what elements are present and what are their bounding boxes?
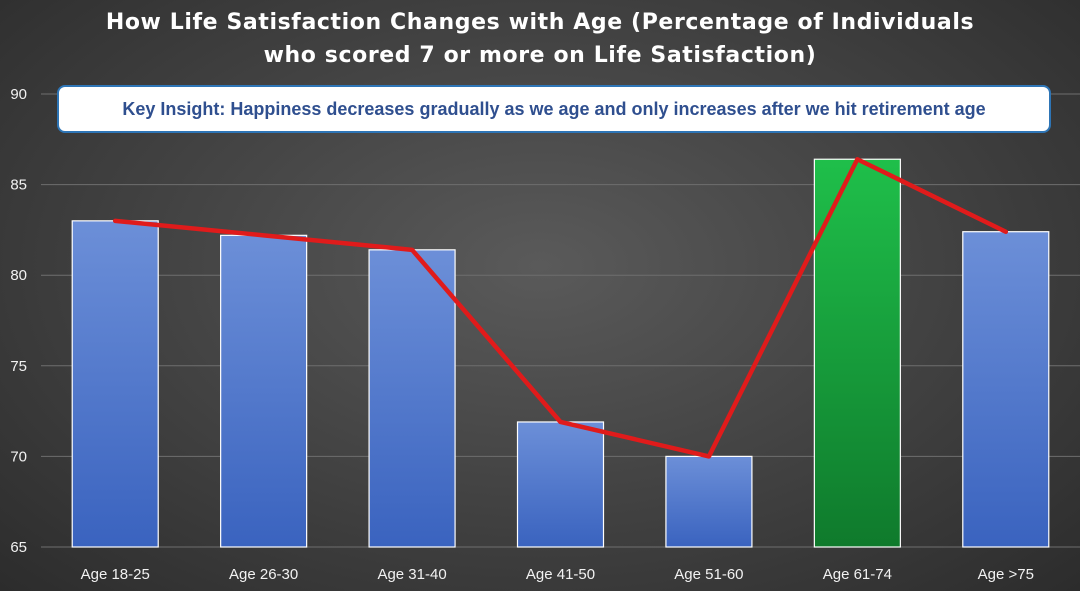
bar-2 [368, 249, 456, 548]
x-tick-label-2: Age 31-40 [377, 566, 446, 583]
y-tick-label-75: 75 [10, 358, 27, 375]
x-tick-label-0: Age 18-25 [81, 566, 150, 583]
bar-4 [665, 455, 753, 548]
key-insight-callout: Key Insight: Happiness decreases gradual… [57, 85, 1051, 133]
key-insight-text: Key Insight: Happiness decreases gradual… [122, 98, 986, 119]
bar-3 [516, 421, 605, 548]
x-tick-label-4: Age 51-60 [674, 566, 743, 583]
chart-title-line-1: How Life Satisfaction Changes with Age (… [105, 10, 975, 35]
y-tick-label-65: 65 [10, 539, 27, 556]
x-tick-label-1: Age 26-30 [229, 566, 298, 583]
x-tick-label-3: Age 41-50 [526, 566, 595, 583]
y-tick-label-90: 90 [10, 86, 27, 103]
bar-0 [71, 220, 159, 548]
y-tick-label-70: 70 [10, 448, 27, 465]
chart-title-line-2: who scored 7 or more on Life Satisfactio… [263, 43, 817, 68]
y-tick-label-85: 85 [10, 177, 27, 194]
y-tick-label-80: 80 [10, 267, 27, 284]
bar-6 [962, 231, 1050, 548]
bar-highlight-5 [813, 158, 901, 548]
x-tick-label-5: Age 61-74 [823, 566, 892, 583]
x-tick-label-6: Age >75 [978, 566, 1034, 583]
bar-1 [220, 234, 308, 548]
